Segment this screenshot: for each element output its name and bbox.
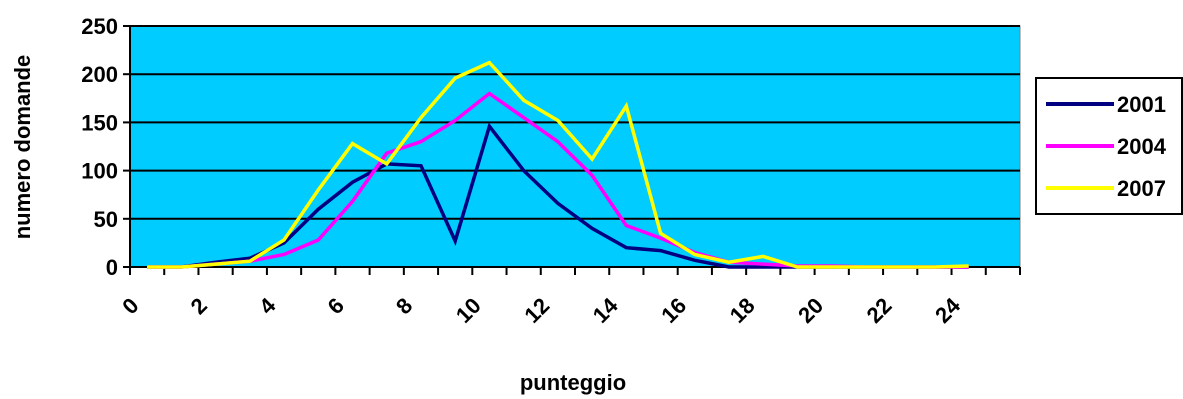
legend-label-2007: 2007 [1117,176,1166,201]
x-tick-label: 18 [725,293,760,328]
y-axis: 0 50 100 150 200 250 [81,14,131,280]
plot-area [129,25,1021,268]
x-axis: 0 2 4 6 8 10 12 14 16 18 20 22 24 [117,266,1021,328]
y-tick-label: 250 [81,14,118,39]
x-tick-label: 0 [117,293,143,319]
series-layer [147,60,969,269]
x-tick-label: 20 [793,293,828,328]
y-tick-label: 150 [81,110,118,135]
y-tick-label: 200 [81,62,118,87]
x-tick-label: 12 [519,293,554,328]
x-tick-label: 4 [254,292,281,319]
x-tick-label: 8 [391,293,417,319]
series-line-2007 [147,60,969,269]
y-tick-label: 0 [106,255,118,280]
legend-label-2001: 2001 [1117,92,1166,117]
y-axis-title: numero domande [10,55,35,240]
x-tick-label: 10 [451,293,486,328]
plot-background [129,25,1021,268]
x-tick-label: 24 [930,292,966,328]
x-tick-label: 14 [588,292,624,328]
legend: 2001 2004 2007 [1035,77,1183,215]
x-tick-label: 2 [186,293,212,319]
y-tick-label: 50 [94,207,118,232]
x-tick-label: 6 [323,293,349,319]
x-tick-label: 16 [656,293,691,328]
x-axis-title: punteggio [520,370,626,395]
x-tick-label: 22 [862,293,897,328]
y-tick-label: 100 [81,159,118,184]
legend-label-2004: 2004 [1117,134,1167,159]
